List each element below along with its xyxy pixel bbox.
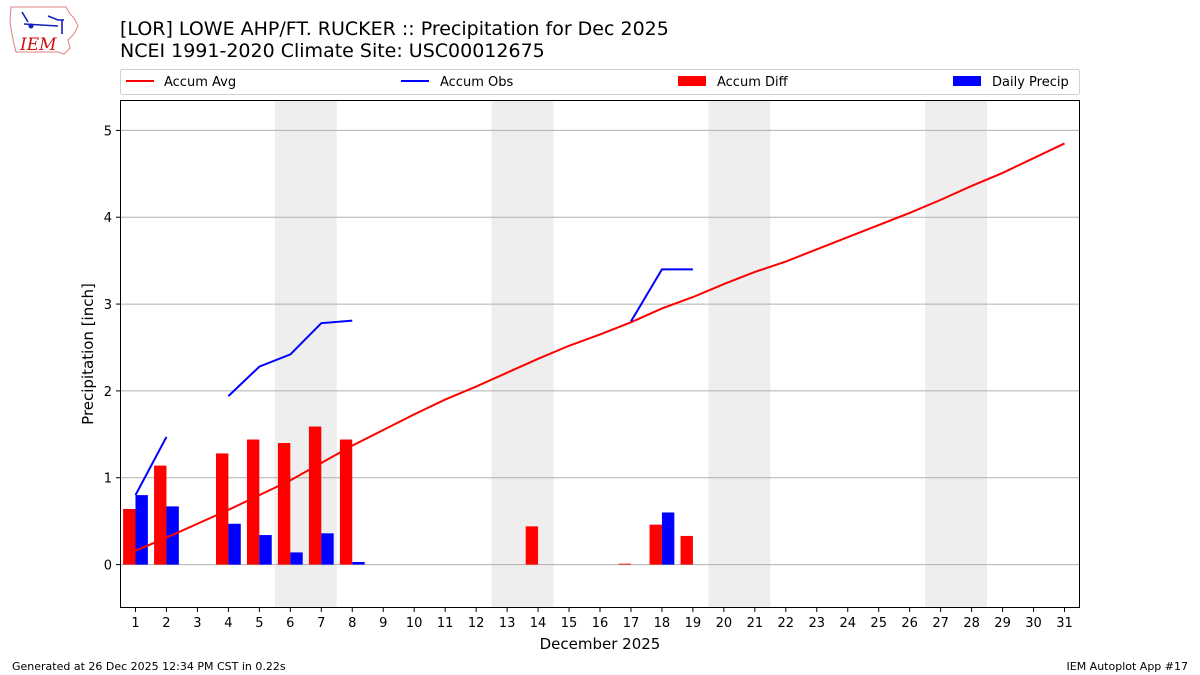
daily-precip-bar: [352, 561, 365, 565]
legend-swatch-daily-precip: [953, 76, 981, 86]
x-tick-label: 9: [379, 616, 387, 631]
logo-text: IEM: [19, 35, 57, 55]
x-tick-label: 30: [1025, 616, 1042, 631]
accum-diff-bar: [123, 509, 136, 565]
y-tick-label: 3: [104, 298, 112, 313]
accum-diff-bar: [680, 535, 693, 565]
x-tick-label: 6: [286, 616, 294, 631]
x-tick-label: 4: [224, 616, 232, 631]
x-tick-label: 20: [716, 616, 733, 631]
x-tick-label: 18: [654, 616, 671, 631]
x-tick-label: 16: [592, 616, 609, 631]
x-tick-label: 17: [623, 616, 640, 631]
x-tick-label: 31: [1056, 616, 1073, 631]
accum-avg-line: [135, 142, 1065, 552]
x-tick-label: 29: [994, 616, 1011, 631]
x-tick-label: 2: [162, 616, 170, 631]
x-tick-label: 14: [530, 616, 547, 631]
x-tick-label: 13: [499, 616, 516, 631]
x-tick-label: 25: [870, 616, 887, 631]
accum-diff-bar: [339, 439, 353, 565]
daily-precip-bar: [135, 495, 148, 565]
accum-diff-bar: [525, 526, 539, 565]
legend-swatch-accum-diff: [678, 76, 706, 86]
accum-diff-bar: [308, 426, 322, 565]
x-tick-label: 8: [348, 616, 356, 631]
x-tick-label: 11: [437, 616, 454, 631]
x-tick-label: 27: [932, 616, 949, 631]
daily-precip-bar: [661, 512, 675, 565]
accum-obs-line: [134, 436, 168, 496]
x-axis-label: December 2025: [540, 635, 661, 653]
legend-accum-avg: Accum Avg: [164, 75, 236, 90]
daily-precip-bar: [228, 523, 241, 565]
y-axis-label: Precipitation [inch]: [79, 283, 97, 425]
x-tick-label: 22: [778, 616, 795, 631]
x-tick-label: 26: [901, 616, 918, 631]
x-tick-label: 3: [193, 616, 201, 631]
legend-accum-diff: Accum Diff: [717, 75, 789, 90]
x-tick-label: 7: [317, 616, 325, 631]
chart-subtitle: NCEI 1991-2020 Climate Site: USC00012675: [120, 40, 545, 62]
accum-diff-bar: [216, 453, 229, 565]
weekend-shade: [491, 100, 554, 608]
y-tick-label: 5: [104, 124, 112, 139]
x-tick-label: 15: [561, 616, 578, 631]
daily-precip-bar: [290, 552, 303, 565]
app-footer: IEM Autoplot App #17: [1066, 660, 1189, 673]
accum-diff-bar: [154, 465, 167, 565]
accum-obs-line: [227, 319, 353, 397]
y-tick-label: 4: [104, 211, 112, 226]
x-tick-label: 10: [406, 616, 423, 631]
x-tick-label: 28: [963, 616, 980, 631]
legend: Accum Avg Accum Obs Accum Diff Daily Pre…: [120, 69, 1080, 95]
x-tick-label: 21: [747, 616, 764, 631]
x-tick-label: 12: [468, 616, 485, 631]
accum-diff-bar: [277, 443, 291, 565]
y-tick-label: 2: [104, 385, 112, 400]
x-tick-label: 1: [131, 616, 139, 631]
accum-diff-bar: [246, 439, 260, 565]
x-tick-label: 24: [839, 616, 856, 631]
accum-obs-line: [630, 268, 693, 322]
x-tick-label: 19: [685, 616, 702, 631]
accum-diff-bar: [649, 524, 662, 565]
daily-precip-bar: [259, 535, 272, 565]
weekend-shade: [708, 100, 771, 608]
daily-precip-bar: [321, 533, 334, 565]
iem-logo: IEM: [9, 6, 79, 55]
legend-accum-obs: Accum Obs: [440, 75, 513, 90]
legend-daily-precip: Daily Precip: [992, 75, 1069, 90]
accum-diff-bar: [618, 563, 631, 565]
x-tick-label: 23: [809, 616, 826, 631]
weekend-shade: [925, 100, 988, 608]
generated-footer: Generated at 26 Dec 2025 12:34 PM CST in…: [12, 660, 286, 673]
y-tick-label: 1: [104, 472, 112, 487]
y-tick-label: 0: [104, 559, 112, 574]
x-tick-label: 5: [255, 616, 263, 631]
plot-frame: [120, 100, 1080, 608]
chart-title: [LOR] LOWE AHP/FT. RUCKER :: Precipitati…: [120, 18, 669, 40]
